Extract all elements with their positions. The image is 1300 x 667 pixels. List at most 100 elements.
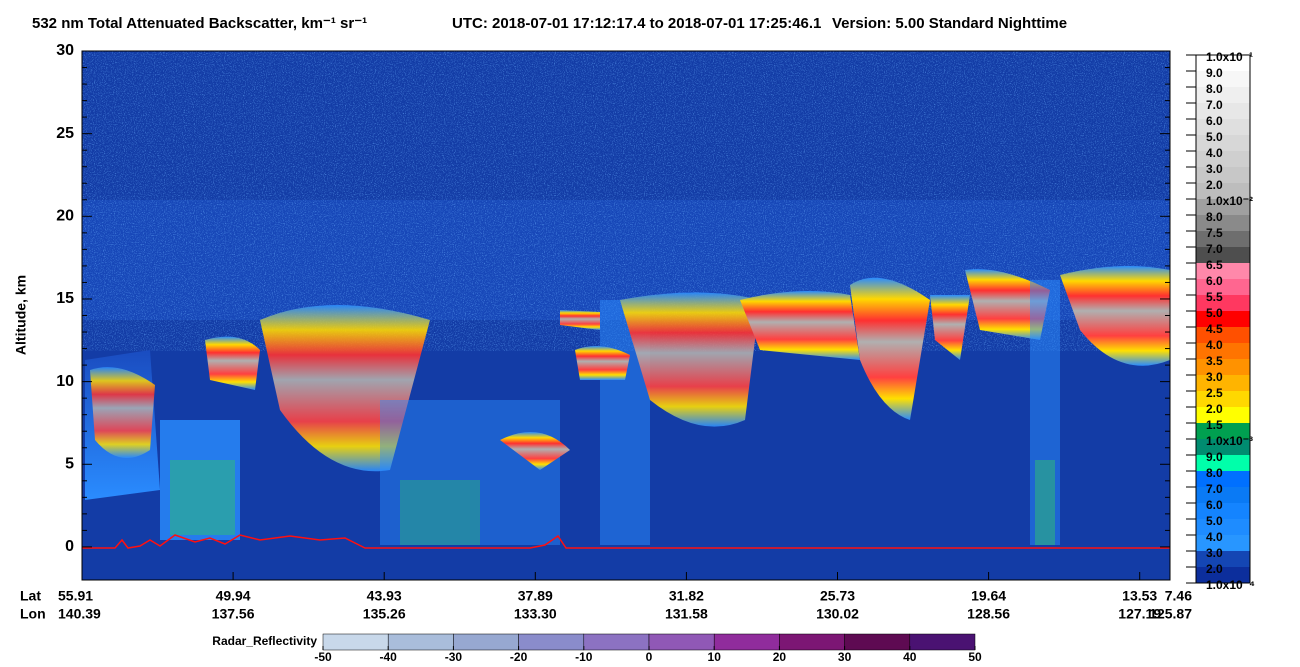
colorbar-cell xyxy=(1196,327,1250,343)
x-tick-label: 49.94 xyxy=(216,588,251,604)
y-tick-label: 0 xyxy=(65,538,74,555)
colorbar-cell xyxy=(1196,375,1250,391)
colorbar-cell xyxy=(1196,311,1250,327)
radar-cell xyxy=(322,633,389,651)
colorbar-label: 1.0x10⁻¹ xyxy=(1206,50,1253,64)
colorbar-cell xyxy=(1196,535,1250,551)
y-tick-label: 30 xyxy=(56,42,74,59)
colorbar-cell xyxy=(1196,423,1250,439)
chart-title: 532 nm Total Attenuated Backscatter, km⁻… xyxy=(32,15,367,32)
colorbar-label: 4.0 xyxy=(1206,530,1223,544)
version-label: Version: 5.00 Standard Nighttime xyxy=(832,15,1067,32)
colorbar-label: 2.0 xyxy=(1206,178,1223,192)
colorbar-cell xyxy=(1196,439,1250,455)
y-tick-label: 10 xyxy=(56,373,74,390)
radar-tick-label: 30 xyxy=(838,650,852,664)
y-tick-label: 15 xyxy=(56,290,74,307)
colorbar-label: 5.0 xyxy=(1206,130,1223,144)
colorbar-label: 9.0 xyxy=(1206,66,1223,80)
colorbar-label: 1.0x10⁻⁴ xyxy=(1206,578,1255,592)
colorbar-label: 5.5 xyxy=(1206,290,1223,304)
colorbar-cell xyxy=(1196,567,1250,583)
colorbar-label: 5.0 xyxy=(1206,306,1223,320)
radar-cell xyxy=(779,633,845,651)
colorbar-frame xyxy=(1195,54,1251,584)
radar-tick-label: 20 xyxy=(773,650,787,664)
y-tick-label: 25 xyxy=(56,125,74,142)
x-tick-label: 7.46 xyxy=(1165,588,1192,604)
colorbar-cell xyxy=(1196,215,1250,231)
colorbar-cell xyxy=(1196,455,1250,471)
radar-cell xyxy=(648,633,715,651)
colorbar-label: 6.0 xyxy=(1206,274,1223,288)
colorbar-cell xyxy=(1196,551,1250,567)
x-tick-label: 137.56 xyxy=(212,606,255,622)
colorbar-cell xyxy=(1196,407,1250,423)
colorbar-cell xyxy=(1196,391,1250,407)
colorbar-cell xyxy=(1196,199,1250,215)
x-tick-label: 128.56 xyxy=(967,606,1010,622)
x-tick-label: 130.02 xyxy=(816,606,859,622)
colorbar-label: 7.0 xyxy=(1206,98,1223,112)
radar-tick-label: -30 xyxy=(445,650,463,664)
colorbar-cell xyxy=(1196,151,1250,167)
colorbar-cell xyxy=(1196,359,1250,375)
colorbar-cell xyxy=(1196,263,1250,279)
radar-cell xyxy=(909,633,976,651)
colorbar-label: 4.0 xyxy=(1206,146,1223,160)
colorbar-cell xyxy=(1196,343,1250,359)
radar-cell xyxy=(713,633,780,651)
x-tick-label: 135.26 xyxy=(363,606,406,622)
colorbar-label: 5.0 xyxy=(1206,514,1223,528)
colorbar-cell xyxy=(1196,119,1250,135)
radar-label: Radar_Reflectivity xyxy=(212,634,317,648)
radar-cell xyxy=(583,633,650,651)
radar-cell xyxy=(844,633,911,651)
colorbar-cell xyxy=(1196,183,1250,199)
colorbar-label: 9.0 xyxy=(1206,450,1223,464)
colorbar-cell xyxy=(1196,519,1250,535)
x-tick-label: 25.73 xyxy=(820,588,855,604)
colorbar-cell xyxy=(1196,247,1250,263)
colorbar-label: 8.0 xyxy=(1206,82,1223,96)
colorbar-cell xyxy=(1196,471,1250,487)
radar-tick-label: 0 xyxy=(646,650,653,664)
colorbar-label: 3.5 xyxy=(1206,354,1223,368)
colorbar-cell xyxy=(1196,487,1250,503)
colorbar-label: 1.0x10⁻³ xyxy=(1206,434,1253,448)
colorbar-cell xyxy=(1196,279,1250,295)
radar-tick-label: 10 xyxy=(708,650,722,664)
colorbar-label: 2.5 xyxy=(1206,386,1223,400)
x-row-name: Lon xyxy=(20,606,46,622)
radar-tick-label: -40 xyxy=(380,650,398,664)
plot-image xyxy=(82,51,1170,580)
radar-tick-label: -50 xyxy=(314,650,332,664)
y-tick-label: 5 xyxy=(65,456,74,473)
x-tick-label: 125.87 xyxy=(1149,606,1192,622)
colorbar-label: 3.0 xyxy=(1206,370,1223,384)
y-axis-label: Altitude, km xyxy=(13,275,29,355)
colorbar-label: 1.0x10⁻² xyxy=(1206,194,1253,208)
x-tick-label: 140.39 xyxy=(58,606,101,622)
colorbar-label: 3.0 xyxy=(1206,546,1223,560)
radar-tick-label: -20 xyxy=(510,650,528,664)
colorbar-cell xyxy=(1196,87,1250,103)
colorbar-cell xyxy=(1196,295,1250,311)
radar-tick-label: 40 xyxy=(903,650,917,664)
radar-cell xyxy=(387,633,454,651)
x-tick-label: 13.53 xyxy=(1122,588,1157,604)
y-tick-label: 20 xyxy=(56,208,74,225)
colorbar-label: 6.0 xyxy=(1206,114,1223,128)
colorbar-label: 2.0 xyxy=(1206,402,1223,416)
colorbar-cell xyxy=(1196,167,1250,183)
radar-tick-label: 50 xyxy=(968,650,982,664)
colorbar-label: 1.5 xyxy=(1206,418,1223,432)
x-tick-label: 133.30 xyxy=(514,606,557,622)
colorbar-label: 3.0 xyxy=(1206,162,1223,176)
colorbar-cell xyxy=(1196,55,1250,71)
chart-subtitle: UTC: 2018-07-01 17:12:17.4 to 2018-07-01… xyxy=(452,15,821,32)
colorbar-cell xyxy=(1196,135,1250,151)
x-tick-label: 43.93 xyxy=(367,588,402,604)
x-tick-label: 37.89 xyxy=(518,588,553,604)
